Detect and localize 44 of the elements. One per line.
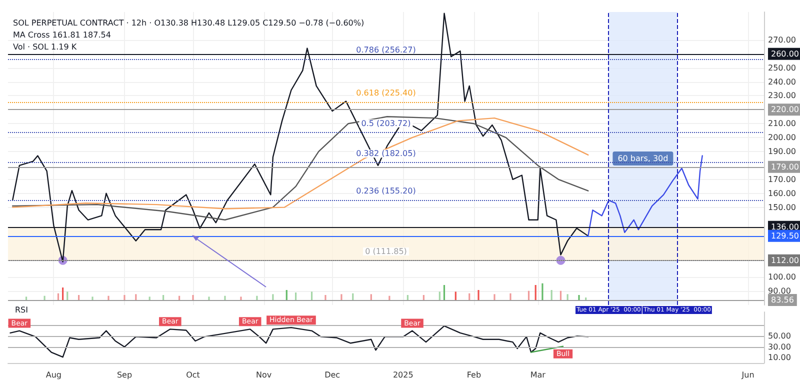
x-tick-label: Oct	[186, 370, 200, 380]
y-tick-label: 50.00	[768, 332, 791, 341]
y-tick-label: 190.00	[768, 147, 796, 156]
chart-title: RSI	[15, 306, 28, 314]
x-tick-label: Feb	[466, 370, 482, 380]
x-tick-label: Aug	[46, 370, 62, 380]
ref-line-label: 220.00	[771, 105, 799, 114]
x-tick-label: Jun	[740, 370, 754, 380]
y-tick-label: 170.00	[768, 174, 796, 184]
text: SOL PERPETUAL CONTRACT · 12h · O130.38 H130.48 L129.05 C129.50 −0.78 (−0.60%)	[13, 18, 364, 28]
y-tick-label: 200.00	[768, 133, 796, 142]
ref-line-label: 83.56	[771, 296, 794, 305]
x-tick-label: Dec	[324, 370, 340, 380]
y-tick-label: 150.00	[768, 202, 796, 212]
y-tick-label: 270.00	[768, 35, 796, 44]
y-tick-label: 10.00	[768, 353, 791, 362]
annotation: MA Cross 161.81 187.54	[13, 30, 111, 40]
band-label: 60 bars, 30d	[618, 154, 668, 163]
y-tick-label: 230.00	[768, 91, 796, 100]
y-tick-label: 100.00	[768, 272, 796, 282]
y-tick-label: 160.00	[768, 188, 796, 198]
y-tick-label: 210.00	[768, 119, 796, 128]
y-tick-label: 240.00	[768, 77, 796, 86]
y-tick-label: 90.00	[768, 286, 791, 296]
ref-line-label: 179.00	[771, 162, 799, 172]
ref-line-label: 0.236 (155.20)	[356, 186, 416, 196]
ref-line-label: 0 (111.85)	[365, 247, 407, 256]
ref-line-label: 0.618 (225.40)	[356, 88, 416, 98]
y-tick-label: 250.00	[768, 63, 796, 72]
ref-line-label: 0.5 (203.72)	[361, 118, 411, 128]
ref-line-label: 0.382 (182.05)	[356, 149, 416, 158]
x-tick-label: Sep	[116, 370, 132, 380]
line-series	[588, 155, 703, 237]
chart-title: Vol · SOL 1.19 K	[13, 42, 78, 52]
y-tick-label: 30.00	[768, 342, 791, 352]
x-tick-label: Mar	[530, 370, 546, 380]
ref-line-label: 0.786 (256.27)	[356, 46, 416, 55]
ref-line-label: 260.00	[771, 49, 799, 58]
ref-line-label: 136.00	[771, 222, 799, 232]
x-tick-label: Nov	[256, 370, 272, 380]
ref-line-label: 112.00	[771, 256, 799, 265]
x-tick-label: 2025	[392, 370, 414, 380]
ref-line-label: 129.50	[771, 231, 799, 240]
line-series	[10, 325, 589, 358]
